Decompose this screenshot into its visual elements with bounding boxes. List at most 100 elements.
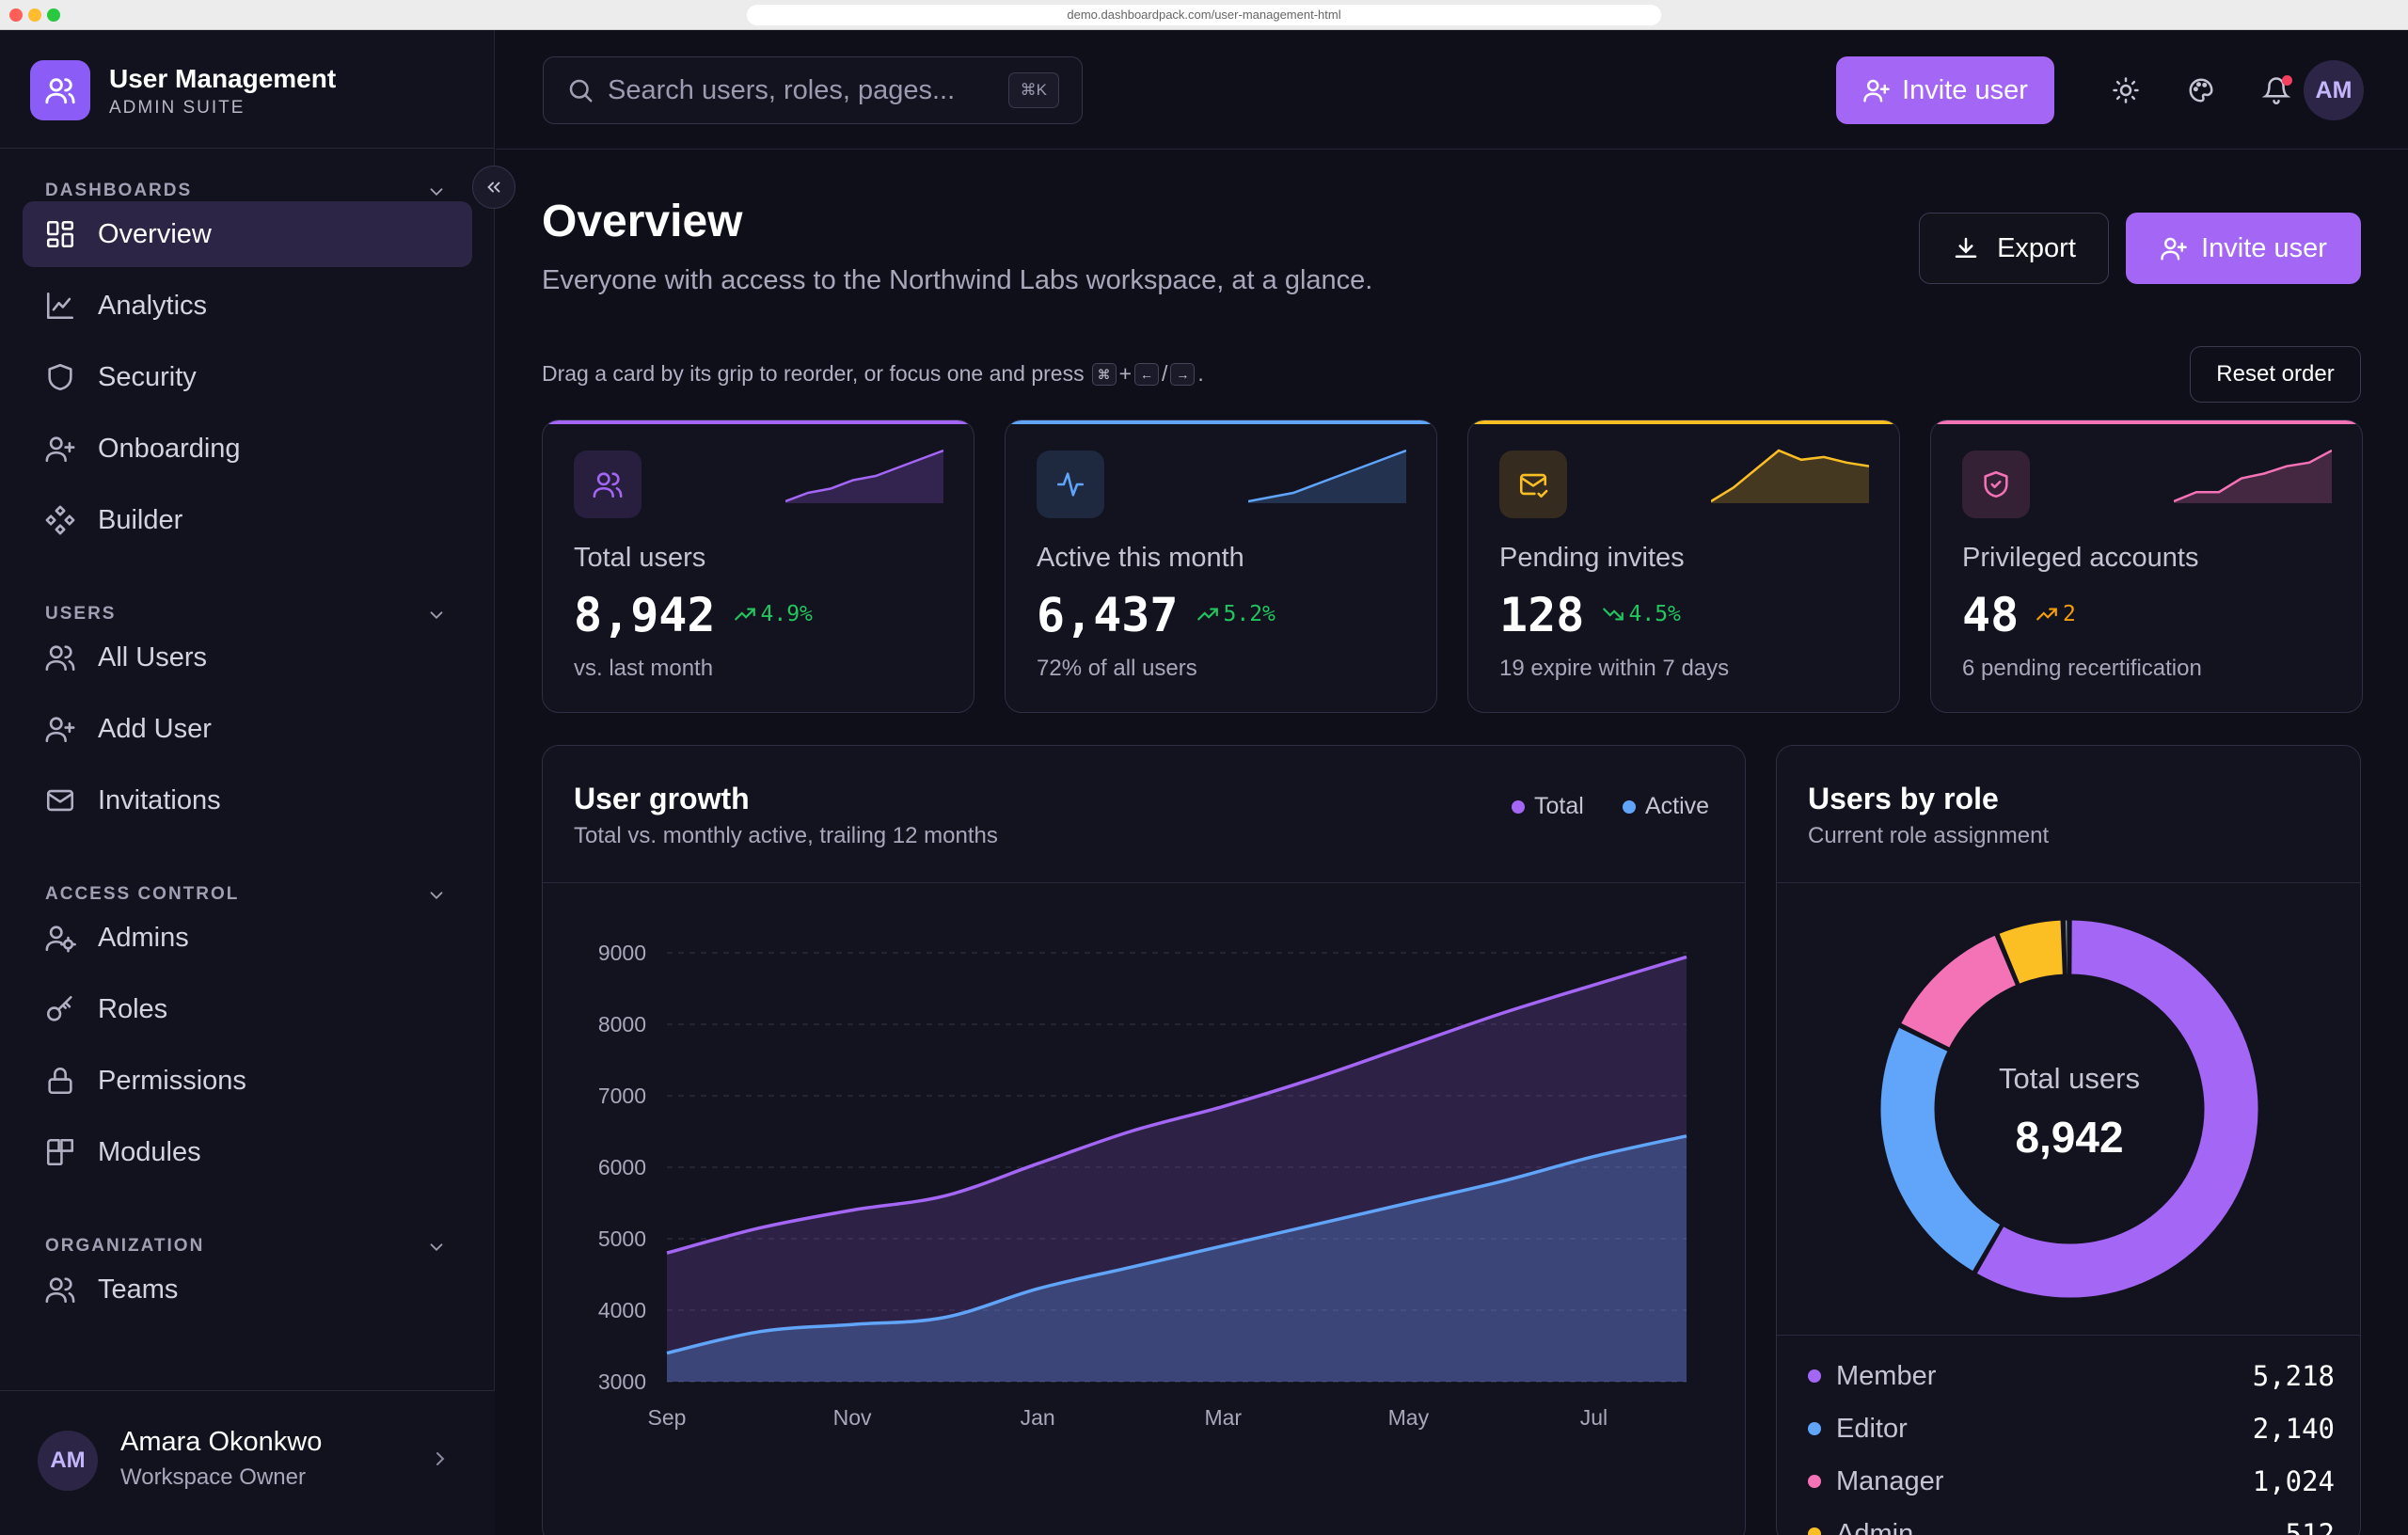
stat-card[interactable]: Privileged accounts 48 2 6 pending recertif…	[1930, 419, 2363, 713]
role-row: Editor 2,140	[1808, 1410, 2335, 1448]
panel-subtitle: Current role assignment	[1808, 823, 2050, 848]
x-tick-label: Jan	[1021, 1405, 1055, 1430]
sidebar-item-permissions[interactable]: Permissions	[23, 1048, 472, 1114]
page-title: Overview	[542, 197, 743, 246]
export-button[interactable]: Export	[1919, 213, 2109, 284]
stat-label: Total users	[574, 543, 706, 573]
sidebar-item-label: Onboarding	[98, 433, 241, 464]
shield-icon	[43, 360, 77, 394]
bell-icon	[2262, 77, 2290, 104]
sparkline	[785, 449, 943, 503]
sidebar-item-security[interactable]: Security	[23, 344, 472, 410]
chevron-down-icon[interactable]	[423, 179, 450, 205]
area-total	[667, 957, 1687, 1382]
sidebar-item-add-user[interactable]: Add User	[23, 696, 472, 762]
invite-user-label: Invite user	[1902, 74, 2028, 105]
search-placeholder: Search users, roles, pages...	[608, 74, 956, 105]
stat-label: Pending invites	[1499, 543, 1685, 573]
sidebar-item-overview[interactable]: Overview	[23, 201, 472, 267]
lock-icon	[43, 1064, 77, 1098]
stat-footnote: vs. last month	[574, 656, 714, 681]
avatar-button[interactable]: AM	[2304, 60, 2364, 120]
sparkline	[1248, 449, 1406, 503]
chevron-down-icon[interactable]	[423, 1234, 450, 1260]
sidebar-item-roles[interactable]: Roles	[23, 976, 472, 1042]
sidebar-item-teams[interactable]: Teams	[23, 1257, 472, 1322]
sidebar-item-label: Invitations	[98, 784, 221, 815]
reset-order-button[interactable]: Reset order	[2190, 346, 2361, 403]
chevron-right-icon	[429, 1448, 452, 1475]
shield-check-icon	[1962, 451, 2030, 518]
address-bar[interactable]: demo.dashboardpack.com/user-management-h…	[747, 5, 1661, 25]
sidebar-item-label: Overview	[98, 218, 212, 249]
section-label: ACCESS CONTROL	[45, 884, 240, 904]
palette-button[interactable]	[2175, 64, 2227, 117]
sidebar-item-label: Security	[98, 361, 197, 392]
app-subtitle: ADMIN SUITE	[109, 98, 246, 118]
stat-card[interactable]: Active this month 6,437 5.2% 72% of all use…	[1005, 419, 1437, 713]
sidebar-item-onboarding[interactable]: Onboarding	[23, 416, 472, 482]
series-line-total	[666, 955, 1687, 1255]
trend-down-icon	[1602, 608, 1624, 621]
collapse-sidebar-button[interactable]	[472, 166, 515, 209]
user-plus-icon	[43, 712, 77, 746]
stat-delta: 4.9%	[733, 602, 813, 626]
user-plus-icon	[43, 432, 77, 466]
users-icon	[30, 60, 90, 120]
stat-value: 8,942	[574, 588, 716, 642]
sidebar-item-label: Roles	[98, 993, 168, 1024]
sidebar-item-invitations[interactable]: Invitations	[23, 768, 472, 833]
trend-up-icon	[2036, 608, 2057, 621]
hint-key-cmd: ⌘	[1091, 362, 1117, 386]
panel-title: Users by role	[1808, 782, 1999, 815]
users-icon	[43, 641, 77, 674]
section-label: USERS	[45, 604, 117, 624]
donut-center-value: 8,942	[2015, 1113, 2123, 1162]
role-count: 1,024	[2252, 1465, 2335, 1497]
maximize-window-button[interactable]	[47, 8, 60, 22]
chart-icon	[43, 289, 77, 323]
sidebar-item-analytics[interactable]: Analytics	[23, 273, 472, 339]
x-tick-label: Mar	[1204, 1405, 1242, 1430]
role-name: Editor	[1836, 1413, 1908, 1444]
sidebar-item-modules[interactable]: Modules	[23, 1119, 472, 1185]
theme-toggle-button[interactable]	[2099, 64, 2152, 117]
user-plus-icon	[1863, 79, 1890, 103]
panel-title: User growth	[574, 782, 750, 815]
search-input[interactable]: Search users, roles, pages... ⌘K	[543, 56, 1083, 124]
stat-card[interactable]: Total users 8,942 4.9% vs. last month	[542, 419, 974, 713]
trend-up-icon	[734, 608, 755, 621]
role-count: 5,218	[2252, 1360, 2335, 1392]
stat-value: 128	[1499, 588, 1585, 642]
donut-slice-other[interactable]	[2062, 917, 2070, 977]
avatar: AM	[38, 1431, 98, 1491]
sidebar-item-builder[interactable]: Builder	[23, 487, 472, 553]
y-tick-label: 3000	[598, 1369, 646, 1394]
user-profile[interactable]: AM Amara Okonkwo Workspace Owner	[0, 1390, 495, 1535]
role-count: 512	[2285, 1518, 2335, 1535]
sidebar-item-label: Analytics	[98, 290, 208, 321]
minimize-window-button[interactable]	[28, 8, 41, 22]
donut-slice-manager[interactable]	[1897, 931, 2020, 1052]
notifications-button[interactable]	[2250, 64, 2303, 117]
chevron-down-icon[interactable]	[423, 882, 450, 909]
chevron-down-icon[interactable]	[423, 602, 450, 628]
hint-key-right: →	[1170, 362, 1196, 386]
sidebar-item-admins[interactable]: Admins	[23, 905, 472, 971]
stat-footnote: 6 pending recertification	[1962, 656, 2202, 681]
x-tick-label: Jul	[1580, 1405, 1608, 1430]
donut-slice-admin[interactable]	[1995, 917, 2066, 988]
close-window-button[interactable]	[9, 8, 23, 22]
donut-slice-editor[interactable]	[1877, 1023, 2004, 1275]
sidebar-item-all-users[interactable]: All Users	[23, 625, 472, 690]
sidebar-item-label: All Users	[98, 641, 208, 673]
user-cog-icon	[43, 921, 77, 955]
donut-slice-member[interactable]	[1972, 917, 2261, 1301]
browser-toolbar: demo.dashboardpack.com/user-management-h…	[0, 0, 2408, 30]
trend-up-icon	[1196, 608, 1218, 621]
invite-user-button[interactable]: Invite user	[1836, 56, 2054, 124]
notification-badge	[2282, 75, 2292, 86]
invite-user-button-main[interactable]: Invite user	[2126, 213, 2361, 284]
stat-card[interactable]: Pending invites 128 4.5% 19 expire within 7…	[1467, 419, 1900, 713]
blocks-icon	[43, 1135, 77, 1169]
